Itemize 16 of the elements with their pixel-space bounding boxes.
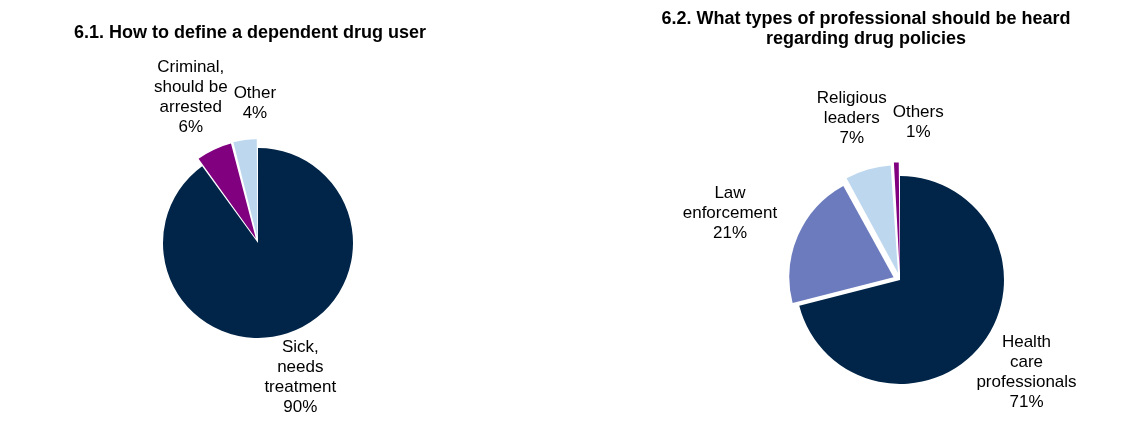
slice-label: Sick, needs treatment	[264, 336, 337, 396]
chart-title: 6.1. How to define a dependent drug user	[72, 22, 427, 42]
slice-label: Health care professionals	[976, 331, 1077, 391]
slice-label: Religious leaders	[816, 88, 887, 128]
slice-label: Criminal, should be arrested	[153, 57, 228, 117]
data-label: 21%	[712, 222, 747, 242]
data-label: 7%	[839, 128, 865, 148]
data-label: 6%	[178, 117, 204, 137]
slice-label: Other	[233, 82, 277, 102]
chart-title: 6.2. What types of professional should be heard regarding drug policies	[660, 8, 1072, 48]
data-label: 71%	[1009, 391, 1044, 411]
slice-label: Others	[892, 101, 944, 121]
slice-label: Law enforcement	[682, 182, 778, 222]
data-label: 90%	[283, 396, 318, 416]
data-label: 4%	[242, 102, 268, 122]
data-label: 1%	[905, 121, 931, 141]
